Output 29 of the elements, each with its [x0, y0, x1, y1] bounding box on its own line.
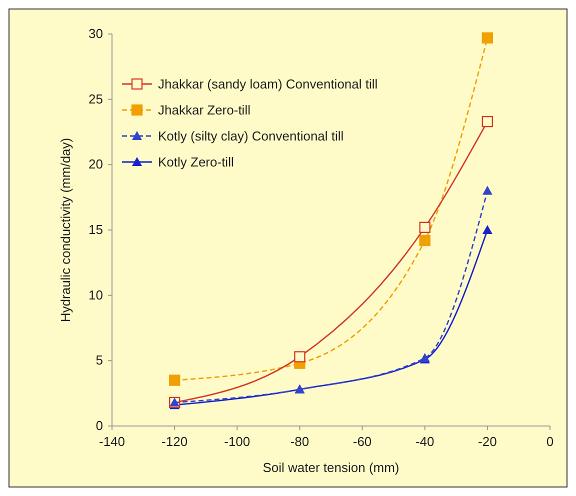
y-tick-label: 20: [88, 156, 103, 172]
y-tick-label: 15: [88, 222, 103, 237]
legend-label: Jhakkar Zero-till: [158, 102, 251, 118]
legend-label: Kotly Zero-till: [158, 154, 234, 170]
point: [419, 222, 430, 233]
x-axis-title: Soil water tension (mm): [262, 460, 400, 475]
y-tick-label: 25: [88, 91, 103, 106]
legend-label: Jhakkar (sandy loam) Conventional till: [158, 76, 378, 92]
x-tick-label: -60: [352, 434, 372, 449]
point: [482, 225, 492, 234]
y-tick-label: 30: [88, 26, 103, 41]
point: [419, 234, 430, 246]
point: [482, 116, 494, 128]
x-tick-label: -120: [162, 434, 188, 449]
point: [168, 374, 180, 386]
point: [482, 186, 492, 195]
x-tick-label: -40: [415, 434, 434, 449]
legend-label: Kotly (silty clay) Conventional till: [158, 128, 344, 144]
x-tick-label: 0: [546, 434, 554, 449]
x-tick-label: -20: [478, 434, 497, 449]
y-tick-label: 10: [88, 287, 103, 302]
y-tick-label: 0: [96, 418, 103, 433]
x-tick-label: -80: [290, 434, 310, 449]
y-axis-title: Hydraulic conductivity (mm/day): [58, 138, 73, 322]
point: [294, 351, 306, 362]
x-tick-label: -100: [224, 434, 250, 449]
x-tick-label: -140: [98, 434, 126, 449]
y-tick-label: 5: [96, 352, 103, 368]
point: [482, 32, 494, 44]
